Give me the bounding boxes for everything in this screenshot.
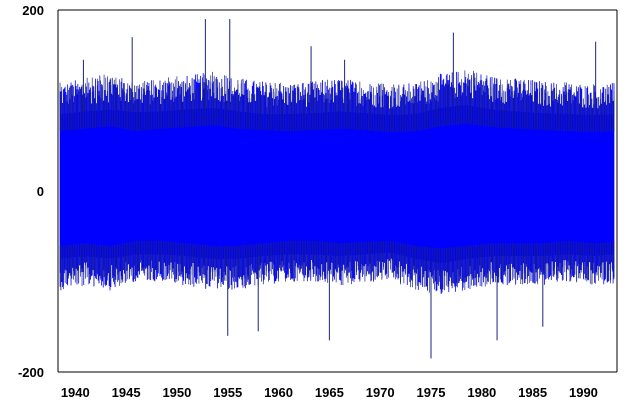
x-tick-label-1985: 1985 xyxy=(518,385,547,400)
plot-area xyxy=(60,19,614,358)
y-tick-label-0: 0 xyxy=(37,184,44,199)
x-tick-label-1955: 1955 xyxy=(213,385,242,400)
y-tick-label--200: -200 xyxy=(18,365,44,380)
x-tick-label-1945: 1945 xyxy=(112,385,141,400)
y-tick-label-200: 200 xyxy=(22,3,44,18)
x-tick-label-1975: 1975 xyxy=(417,385,446,400)
x-tick-label-1940: 1940 xyxy=(61,385,90,400)
x-tick-label-1950: 1950 xyxy=(162,385,191,400)
x-tick-label-1980: 1980 xyxy=(467,385,496,400)
x-tick-label-1960: 1960 xyxy=(264,385,293,400)
x-tick-label-1970: 1970 xyxy=(366,385,395,400)
x-tick-label-1990: 1990 xyxy=(569,385,598,400)
x-tick-label-1965: 1965 xyxy=(315,385,344,400)
